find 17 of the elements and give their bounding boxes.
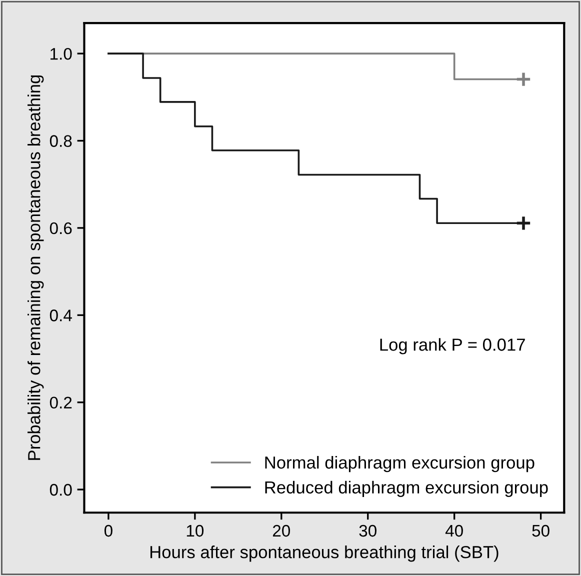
x-tick-label: 50 xyxy=(532,524,550,537)
x-tick-label: 20 xyxy=(272,524,290,537)
y-tick-label: 1.0 xyxy=(50,48,72,60)
y-tick-label: 0.8 xyxy=(50,135,72,147)
y-tick-label: 0.6 xyxy=(50,222,72,234)
annotation: Log rank P = 0.017 xyxy=(380,338,525,354)
legend-label: Reduced diaphragm excursion group xyxy=(265,480,548,498)
y-tick-label: 0.0 xyxy=(50,484,72,496)
x-tick-label: 10 xyxy=(186,524,204,537)
y-axis-title: Probability of remaining on spontaneous breathing xyxy=(28,75,44,460)
x-tick-label: 0 xyxy=(104,524,112,537)
legend-label: Normal diaphragm excursion group xyxy=(265,456,534,472)
y-tick-label: 0.2 xyxy=(50,396,72,409)
x-tick-label: 40 xyxy=(445,524,463,537)
x-tick-label: 30 xyxy=(359,524,376,537)
y-tick-label: 0.4 xyxy=(50,310,72,322)
x-axis-title: Hours after spontaneous breathing trial (SBT) xyxy=(150,546,498,562)
